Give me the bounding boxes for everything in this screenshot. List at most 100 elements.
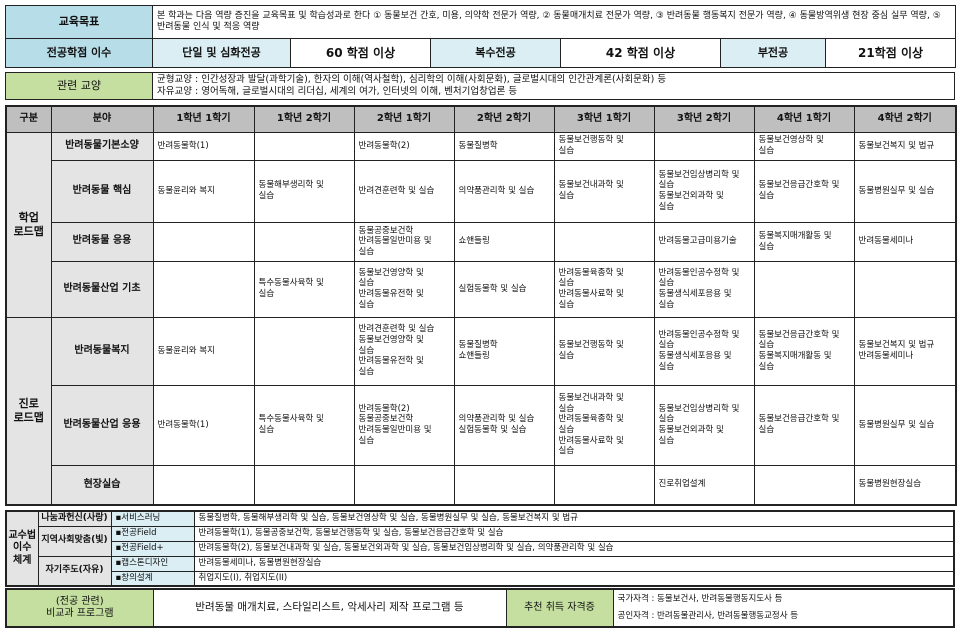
course-cell — [753, 464, 855, 506]
column-header: 4학년 1학기 — [753, 105, 855, 133]
course-cell: 동물보건임상병리학 및 실습 동물보건외과학 및 실습 — [653, 384, 755, 466]
column-header: 3학년 1학기 — [553, 105, 655, 133]
column-header: 분야 — [50, 105, 154, 133]
teaching-row: ▪전공Field+ 반려동물학(2), 동물보건내과학 및 실습, 동물보건외과학… — [6, 540, 955, 557]
teaching-courses: 반려동물학(1), 동물공중보건학, 동물보건행동학 및 실습, 동물보건응급간… — [193, 525, 955, 542]
field-label: 반려동물산업 기초 — [50, 260, 154, 318]
course-cell: 동물공중보건학 반려동물일반미용 및 실습 — [353, 221, 455, 262]
course-cell: 동물보건행동학 및 실습 — [553, 316, 655, 386]
teaching-method: ▪전공Field+ — [110, 540, 195, 557]
teaching-method-table: 교수법 이수 체계 나눔과헌신(사랑) ▪서비스러닝 동물질병학, 동물해부생리학 및… — [5, 510, 955, 587]
course-cell: 특수동물사육학 및 실습 — [253, 260, 355, 318]
course-cell: 반려동물고급미용기술 — [653, 221, 755, 262]
course-cell: 동물보건응급간호학 및 실습 동물복지매개활동 및 실습 — [753, 316, 855, 386]
teaching-courses: 취업지도(I), 취업지도(II) — [193, 570, 955, 587]
course-cell: 동물보건응급간호학 및 실습 — [753, 159, 855, 223]
cert-item: 공인자격 : 반려동물관리사, 반려동물행동교정사 등 — [617, 611, 799, 621]
roadmap-table: 구분 분야 1학년 1학기 1학년 2학기 2학년 1학기 2학년 2학기 3학년 1학기 3… — [5, 105, 957, 506]
teaching-type: 자기주도(자유) — [37, 555, 112, 587]
group-label: 학업 로드맵 — [5, 131, 52, 318]
course-cell: 동물보건임상병리학 및 실습 동물보건외과학 및 실습 — [653, 159, 755, 223]
course-cell — [553, 221, 655, 262]
field-label: 반려동물복지 — [50, 316, 154, 386]
credits-label: 전공학점 이수 — [5, 38, 153, 68]
course-cell: 반려동물인공수정학 및 실습 동물생식세포응용 및 실습 — [653, 316, 755, 386]
course-cell — [253, 221, 355, 262]
course-cell — [152, 221, 255, 262]
course-cell — [753, 260, 855, 318]
course-cell: 반려동물세미나 — [853, 221, 957, 262]
course-cell: 동물보건응급간호학 및 실습 — [753, 384, 855, 466]
course-cell: 반려견훈련학 및 실습 동물보건영양학 및 실습 반려동물유전학 및 실습 — [353, 316, 455, 386]
teaching-courses: 동물질병학, 동물해부생리학 및 실습, 동물보건영상학 및 실습, 동물병원실… — [193, 510, 955, 527]
course-cell — [853, 260, 957, 318]
course-cell: 동물보건내과학 및 실습 반려동물육종학 및 실습 반려동물사료학 및 실습 — [553, 384, 655, 466]
column-header: 3학년 2학기 — [653, 105, 755, 133]
course-cell: 동물질병학 쇼핸들링 — [453, 316, 555, 386]
roadmap-row: 반려동물산업 응용 반려동물학(1) 특수동물사육학 및 실습 반려동물학(2) 동물… — [6, 384, 957, 466]
teaching-courses: 반려동물세미나, 동물병원현장실습 — [193, 555, 955, 572]
roadmap-row: 진로 로드맵 반려동물복지 동물윤리와 복지 반려견훈련학 및 실습 동물보건영양학 … — [5, 316, 957, 506]
course-cell: 반려동물인공수정학 및 실습 동물생식세포응용 및 실습 — [653, 260, 755, 318]
column-header: 1학년 1학기 — [152, 105, 255, 133]
goal-credits-table: 교육목표 본 학과는 다음 역량 증진을 교육목표 및 학습성과로 한다 ① 동… — [5, 5, 957, 68]
course-cell: 반려견훈련학 및 실습 — [353, 159, 455, 223]
teaching-row: 자기주도(자유) ▪캡스톤디자인 반려동물세미나, 동물병원현장실습 — [6, 555, 955, 587]
program-label: (전공 관련) — [55, 595, 104, 607]
teaching-row: ▪창의설계 취업지도(I), 취업지도(II) — [6, 570, 955, 587]
roadmap-row: 반려동물 응용 동물공중보건학 반려동물일반미용 및 실습 쇼핸들링 반려동물고급미용… — [6, 221, 957, 262]
course-cell: 반려동물학(1) — [152, 384, 255, 466]
course-cell — [253, 131, 355, 161]
teaching-row: 지역사회맞춤(빛) ▪전공Field 반려동물학(1), 동물공중보건학, 동물보건… — [6, 525, 955, 557]
course-cell — [253, 316, 355, 386]
course-cell — [653, 131, 755, 161]
course-cell — [353, 464, 455, 506]
roadmap-row: 반려동물 핵심 동물윤리와 복지 동물해부생리학 및 실습 반려견훈련학 및 실습 의약… — [6, 159, 957, 223]
course-cell — [152, 260, 255, 318]
course-cell: 동물병원현장실습 — [853, 464, 957, 506]
credit-value: 60 학점 이상 — [290, 38, 431, 68]
course-cell: 실험동물학 및 실습 — [453, 260, 555, 318]
course-cell: 동물질병학 — [453, 131, 555, 161]
program-text: 반려동물 매개치료, 스타일리스트, 악세사리 제작 프로그램 등 — [152, 588, 507, 628]
field-label: 반려동물기본소양 — [50, 131, 154, 161]
cert-item: 국가자격 : 동물보건사, 반려동물행동지도사 등 — [617, 594, 783, 604]
course-cell: 동물병원실무 및 실습 — [853, 384, 957, 466]
teaching-type: 나눔과헌신(사랑) — [37, 510, 112, 527]
roadmap-row: 반려동물산업 기초 특수동물사육학 및 실습 동물보건영양학 및 실습 반려동물유전… — [6, 260, 957, 318]
field-label: 반려동물산업 응용 — [50, 384, 154, 466]
liberal-line: 자유교양 : 영어독해, 글로벌시대의 리더십, 세계의 여가, 인터넷의 이해… — [157, 86, 518, 97]
teaching-method: ▪전공Field — [110, 525, 195, 542]
course-cell: 동물보건행동학 및 실습 — [553, 131, 655, 161]
teaching-row: 교수법 이수 체계 나눔과헌신(사랑) ▪서비스러닝 동물질병학, 동물해부생리학 및… — [5, 510, 955, 587]
credit-type: 복수전공 — [430, 38, 561, 68]
field-label: 현장실습 — [50, 464, 154, 506]
course-cell: 쇼핸들링 — [453, 221, 555, 262]
course-cell: 동물윤리와 복지 — [152, 316, 255, 386]
course-cell: 동물병원실무 및 실습 — [853, 159, 957, 223]
group-label: 진로 로드맵 — [5, 316, 52, 506]
teaching-method: ▪캡스톤디자인 — [110, 555, 195, 572]
course-cell: 동물보건영상학 및 실습 — [753, 131, 855, 161]
course-cell: 동물보건내과학 및 실습 — [553, 159, 655, 223]
credit-value: 42 학점 이상 — [560, 38, 721, 68]
liberal-label: 관련 교양 — [5, 72, 153, 100]
cert-label: 추천 취득 자격증 — [505, 588, 614, 628]
column-header: 2학년 2학기 — [453, 105, 555, 133]
extracurricular-table: (전공 관련) 비교과 프로그램 반려동물 매개치료, 스타일리스트, 악세사리 … — [5, 588, 955, 628]
course-cell — [453, 464, 555, 506]
course-cell: 동물보건복지 및 법규 반려동물세미나 — [853, 316, 957, 386]
credit-type: 부전공 — [720, 38, 826, 68]
liberal-line: 균형교양 : 인간성장과 발달(과학기술), 한자의 이해(역사철학), 심리학… — [157, 74, 667, 86]
course-cell — [152, 464, 255, 506]
column-header: 1학년 2학기 — [253, 105, 355, 133]
course-cell: 동물보건복지 및 법규 — [853, 131, 957, 161]
teaching-method: ▪창의설계 — [110, 570, 195, 587]
teaching-courses: 반려동물학(2), 동물보건내과학 및 실습, 동물보건외과학 및 실습, 동물… — [193, 540, 955, 557]
goal-text: 본 학과는 다음 역량 증진을 교육목표 및 학습성과로 한다 ① 동물보건 간… — [151, 5, 957, 39]
teaching-method: ▪서비스러닝 — [110, 510, 195, 527]
roadmap-row: 학업 로드맵 반려동물기본소양 반려동물학(1) 반려동물학(2) 동물질병학 동물보건행… — [5, 131, 957, 318]
teaching-label: 교수법 이수 체계 — [5, 510, 39, 587]
goal-label: 교육목표 — [5, 5, 153, 39]
course-cell — [253, 464, 355, 506]
